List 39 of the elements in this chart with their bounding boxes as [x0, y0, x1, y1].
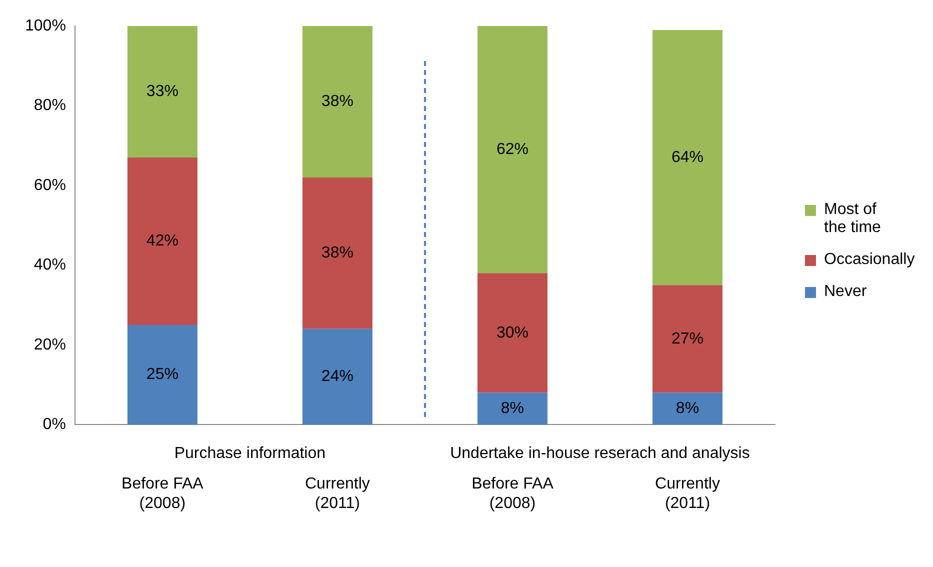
x-tick-label: Before FAA (2008): [472, 476, 554, 512]
x-tick-label: Currently (2011): [305, 476, 370, 512]
x-tick-label: Before FAA (2008): [122, 476, 204, 512]
x-tick-label: Currently (2011): [655, 476, 720, 512]
data-label: 62%: [496, 140, 528, 158]
data-label: 8%: [676, 400, 700, 418]
bar: [302, 26, 372, 178]
data-label: 38%: [321, 93, 354, 110]
legend-label: Never: [824, 283, 867, 301]
bar: [302, 328, 372, 425]
legend-label: Occasionally: [824, 251, 915, 269]
data-label: 33%: [146, 83, 178, 100]
bar: [127, 158, 198, 325]
bar: [477, 392, 548, 425]
data-label: 30%: [496, 324, 528, 342]
text: Undertake in-house reserach and analysis: [450, 444, 750, 463]
data-label: 25%: [146, 366, 178, 384]
bar: [477, 26, 548, 274]
y-tick-label: 60%: [34, 176, 66, 194]
bar: [477, 273, 548, 393]
y-tick-label: 100%: [25, 17, 66, 34]
data-label: 27%: [671, 330, 704, 348]
y-tick-label: 20%: [34, 336, 66, 354]
bar: [127, 324, 198, 425]
data-label: 64%: [671, 148, 704, 166]
data-label: 8%: [500, 400, 524, 418]
bar: [302, 177, 372, 329]
y-tick-label: 0%: [42, 416, 66, 434]
text: Purchase information: [174, 444, 326, 463]
y-tick-label: 80%: [34, 97, 66, 114]
bar: [652, 30, 722, 286]
data-label: 42%: [146, 232, 178, 250]
bar: [127, 26, 198, 158]
legend-label: Most of the time: [824, 201, 882, 237]
data-label: 38%: [321, 244, 354, 262]
data-label: 24%: [321, 368, 354, 386]
bar: [652, 285, 722, 393]
y-tick-label: 40%: [34, 256, 66, 274]
bar: [652, 392, 722, 425]
